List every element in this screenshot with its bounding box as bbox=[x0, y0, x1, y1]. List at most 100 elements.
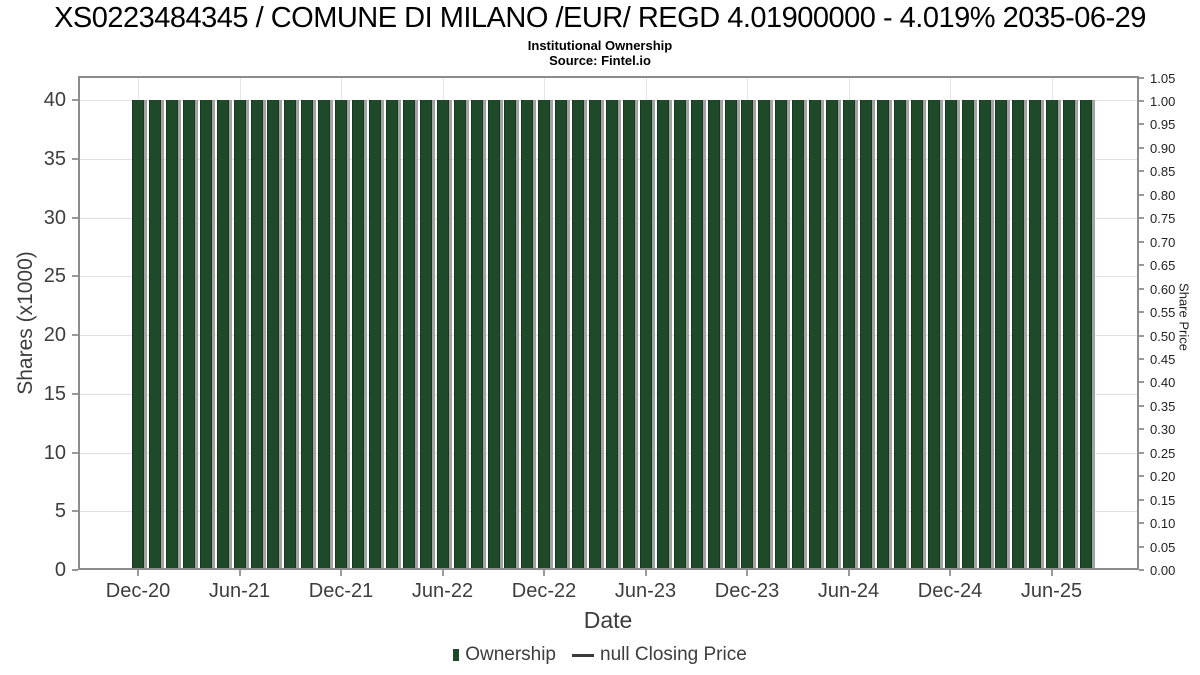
y-left-tick-label: 25 bbox=[43, 265, 66, 288]
bar bbox=[267, 100, 280, 570]
bar bbox=[826, 100, 839, 570]
bar bbox=[1080, 100, 1093, 570]
y-right-tick-label: 1.05 bbox=[1150, 70, 1176, 86]
y-left-tick-label: 15 bbox=[43, 382, 66, 405]
y-right-tick-label: 0.15 bbox=[1150, 492, 1176, 508]
x-tick-label: Jun-21 bbox=[208, 580, 271, 602]
bar bbox=[436, 100, 449, 570]
bar bbox=[1012, 100, 1025, 570]
y-right-tick-label: 0.55 bbox=[1150, 305, 1176, 321]
y-right-tick bbox=[1139, 76, 1144, 79]
bar bbox=[589, 100, 602, 570]
y-right-tick bbox=[1139, 404, 1144, 407]
chart-title: XS0223484345 / COMUNE DI MILANO /EUR/ RE… bbox=[54, 2, 1146, 34]
bar bbox=[707, 100, 720, 570]
y-right-tick-label: 0.80 bbox=[1150, 187, 1176, 203]
x-axis-label: Date bbox=[583, 607, 633, 633]
bar bbox=[233, 100, 246, 570]
x-tick-label: Jun-23 bbox=[614, 580, 677, 602]
x-tick bbox=[238, 570, 241, 576]
legend-item-closing-price: null Closing Price bbox=[572, 644, 747, 666]
y-right-tick bbox=[1139, 569, 1144, 571]
y-right-tick bbox=[1139, 522, 1144, 525]
bar bbox=[995, 100, 1008, 570]
y-right-tick-label: 0.35 bbox=[1150, 398, 1176, 414]
y-left-tick bbox=[72, 569, 78, 571]
y-right-tick-label: 0.05 bbox=[1150, 539, 1176, 555]
bar bbox=[673, 100, 686, 570]
bar bbox=[639, 100, 652, 570]
y-right-tick-label: 0.50 bbox=[1150, 328, 1176, 344]
y-left-tick-label: 20 bbox=[43, 324, 66, 346]
y-right-tick-label: 0.70 bbox=[1150, 234, 1176, 250]
bar bbox=[876, 100, 889, 570]
y-right-tick-label: 0.10 bbox=[1150, 516, 1176, 532]
bar bbox=[470, 100, 483, 570]
y-right-tick-label: 0.45 bbox=[1150, 351, 1176, 367]
y-right-tick-label: 0.60 bbox=[1150, 281, 1176, 297]
bar bbox=[301, 100, 314, 570]
bar bbox=[1046, 100, 1059, 570]
y-right-tick bbox=[1139, 193, 1144, 196]
y-left-tick-label: 0 bbox=[54, 559, 66, 581]
y-right-tick bbox=[1139, 357, 1144, 360]
bar bbox=[690, 100, 703, 570]
y-left-tick bbox=[72, 510, 78, 513]
bar bbox=[165, 100, 178, 570]
x-tick-label: Dec-24 bbox=[917, 580, 983, 602]
y-left-tick-label: 40 bbox=[43, 89, 66, 111]
y-right-tick bbox=[1139, 240, 1144, 243]
x-tick-label: Dec-21 bbox=[308, 580, 374, 602]
y-right-tick bbox=[1139, 451, 1144, 454]
y-left-tick-label: 35 bbox=[43, 147, 66, 170]
bar bbox=[741, 100, 754, 570]
y-left-tick bbox=[72, 216, 78, 219]
x-tick bbox=[340, 570, 342, 576]
line-marker-icon bbox=[572, 653, 595, 657]
y-right-tick bbox=[1139, 100, 1144, 102]
y-right-tick bbox=[1139, 428, 1144, 431]
chart-source: Source: Fintel.io bbox=[549, 53, 651, 68]
bar bbox=[284, 100, 297, 570]
bar bbox=[927, 100, 940, 570]
y-right-tick bbox=[1139, 217, 1144, 220]
legend-label-closing-price: null Closing Price bbox=[600, 644, 747, 665]
bar-marker-icon bbox=[453, 649, 460, 661]
bar bbox=[402, 100, 415, 570]
y-right-tick-label: 0.95 bbox=[1150, 117, 1176, 133]
y-axis-label-left: Shares (x1000) bbox=[14, 251, 37, 395]
bar bbox=[335, 100, 348, 570]
chart-subtitle: Institutional Ownership bbox=[527, 38, 673, 53]
bar bbox=[216, 100, 229, 570]
x-tick bbox=[137, 570, 139, 576]
y-left-tick bbox=[72, 392, 78, 395]
y-right-tick-label: 0.20 bbox=[1150, 469, 1176, 485]
y-right-tick bbox=[1139, 334, 1144, 337]
x-tick-label: Dec-20 bbox=[105, 580, 171, 602]
bar bbox=[538, 100, 551, 570]
bar bbox=[504, 100, 517, 570]
y-right-tick bbox=[1139, 498, 1144, 501]
x-tick-label: Jun-22 bbox=[411, 580, 474, 602]
bar bbox=[978, 100, 991, 570]
bar bbox=[775, 100, 788, 570]
y-right-tick bbox=[1139, 123, 1144, 126]
bar bbox=[521, 100, 534, 570]
bar bbox=[724, 100, 737, 570]
bar bbox=[487, 100, 500, 570]
bar bbox=[352, 100, 365, 570]
y-axis-label-right: Share Price bbox=[1176, 283, 1192, 351]
y-right-tick bbox=[1139, 311, 1144, 314]
y-right-tick-label: 0.90 bbox=[1150, 140, 1176, 156]
y-right-tick-label: 0.25 bbox=[1150, 445, 1176, 461]
legend-item-ownership: Ownership bbox=[453, 644, 556, 666]
x-tick bbox=[949, 570, 951, 576]
y-left-tick-label: 5 bbox=[54, 500, 66, 523]
legend-label-ownership: Ownership bbox=[465, 644, 557, 665]
y-right-tick-label: 0.30 bbox=[1150, 422, 1176, 438]
y-left-tick bbox=[72, 275, 78, 278]
bar bbox=[792, 100, 805, 570]
bar bbox=[1029, 100, 1042, 570]
y-right-tick-label: 0.75 bbox=[1150, 211, 1176, 227]
